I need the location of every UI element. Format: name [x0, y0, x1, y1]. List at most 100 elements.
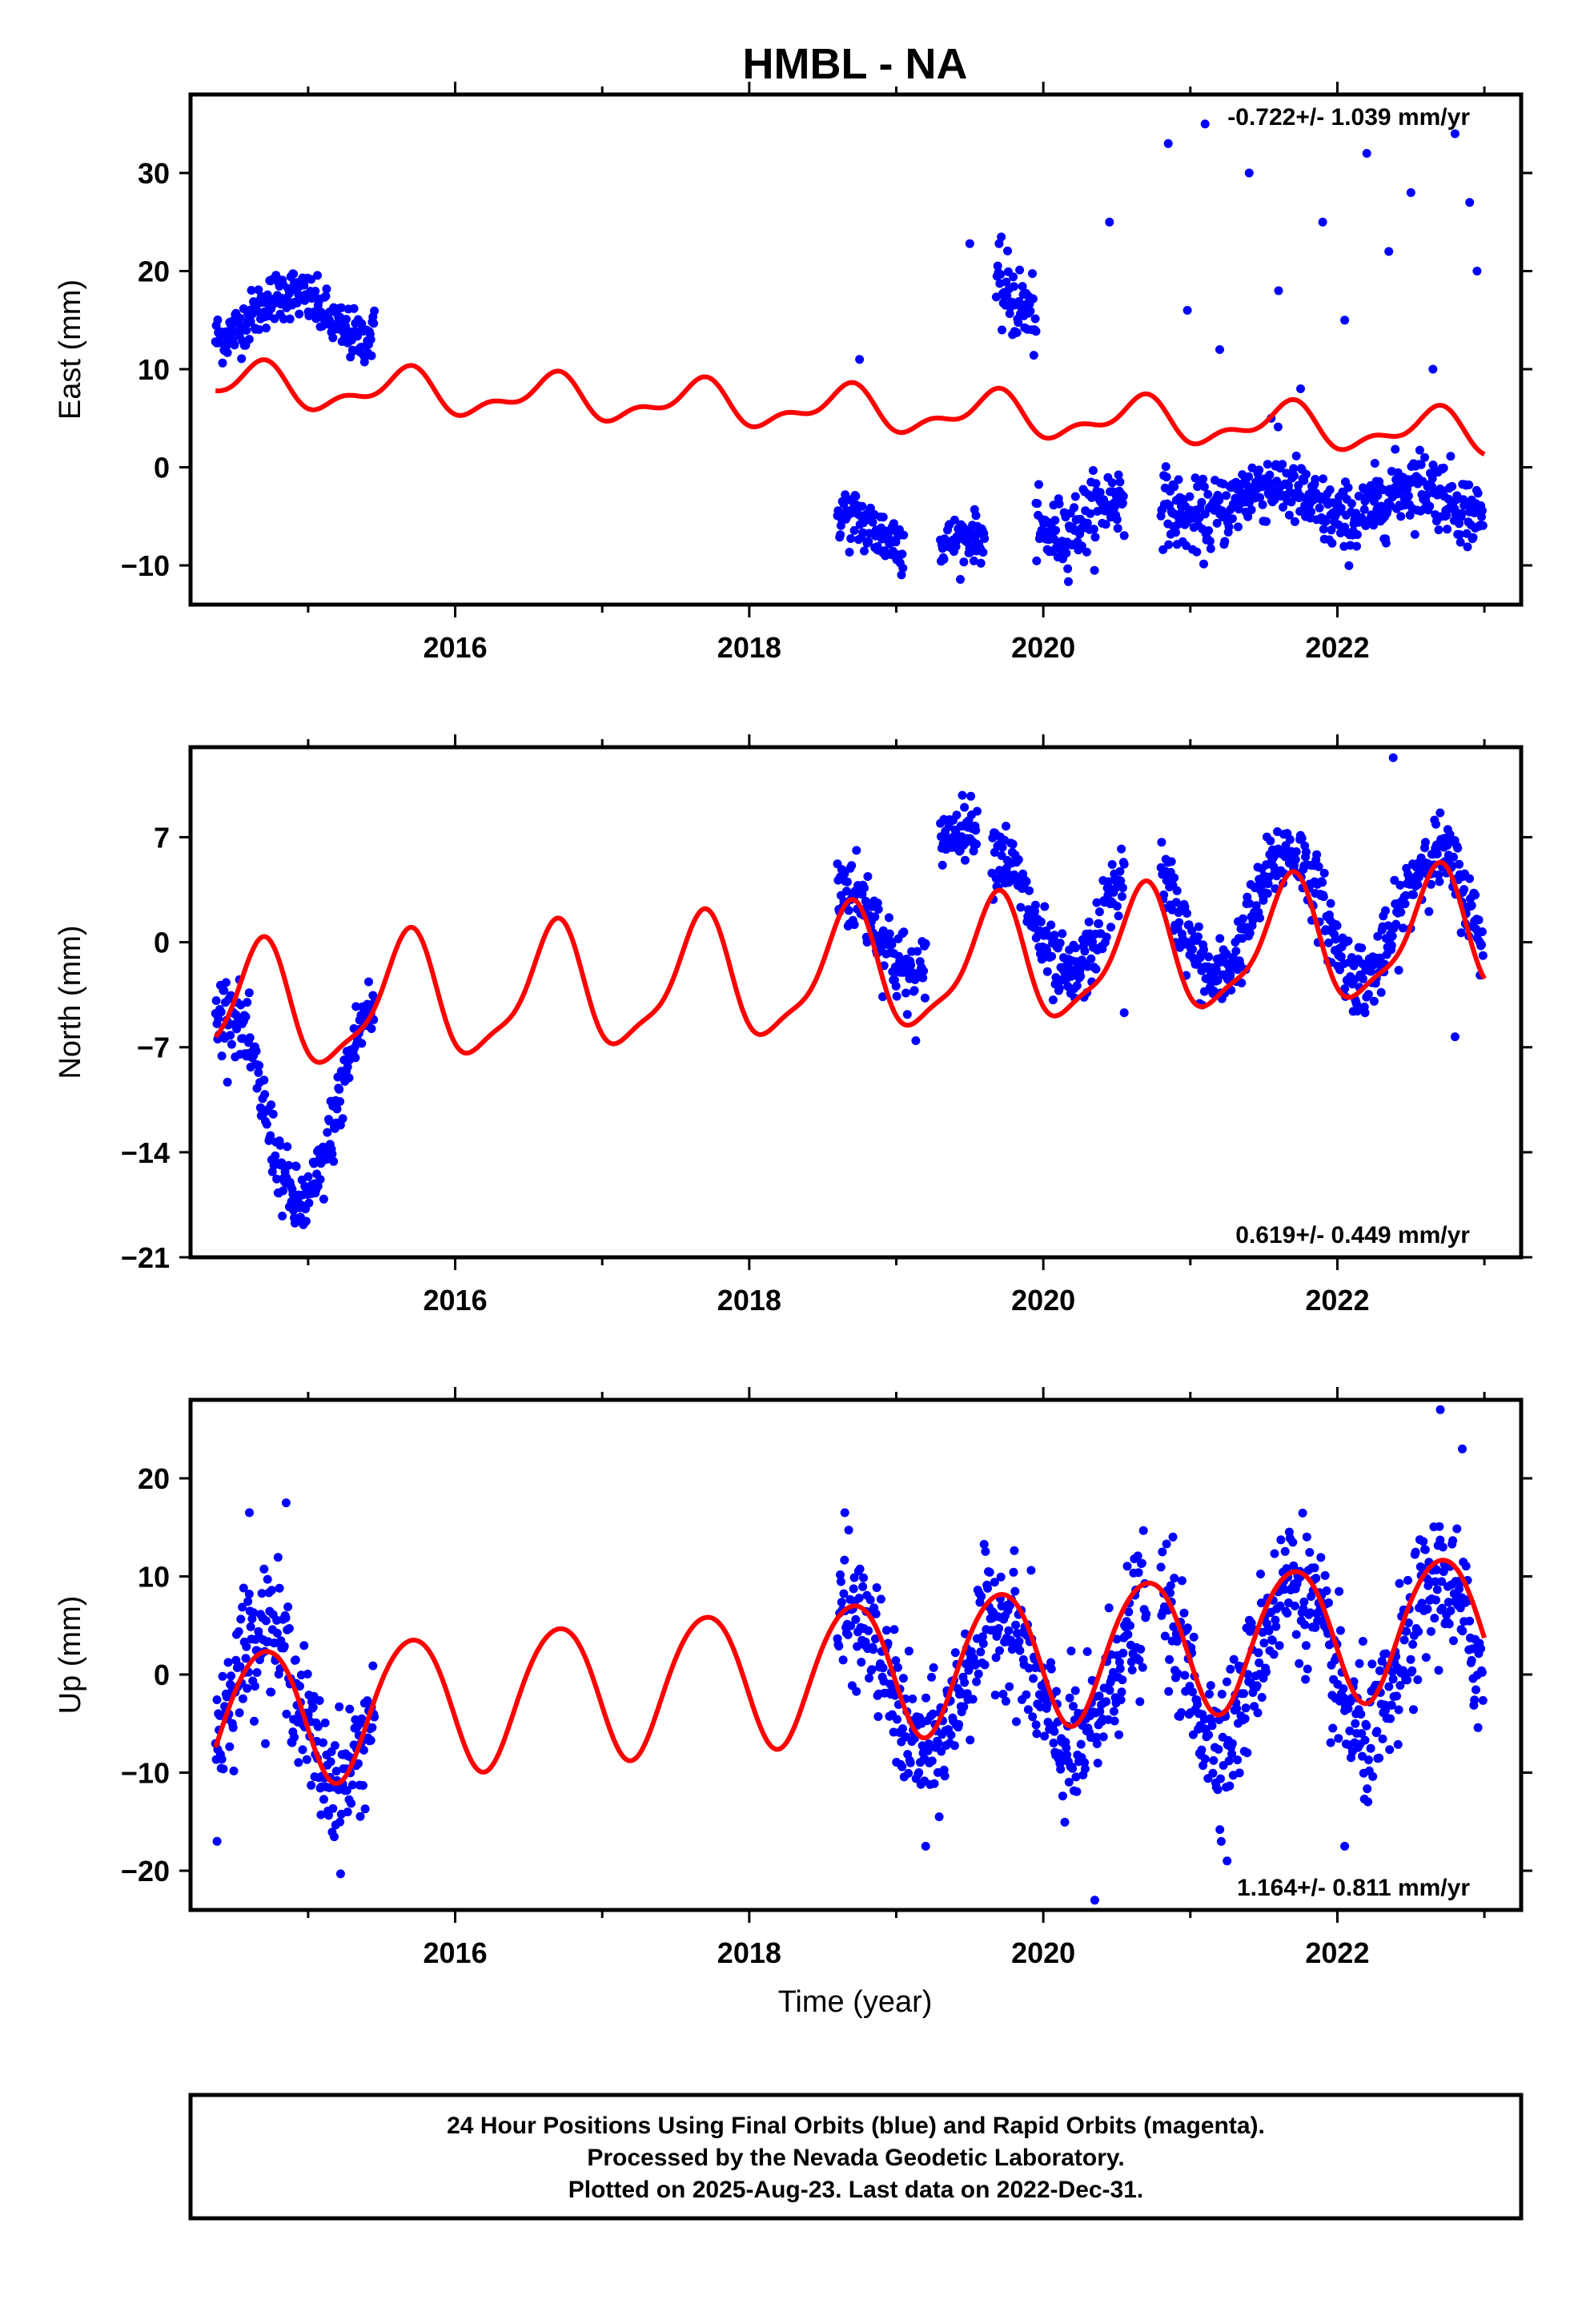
east-point: [1018, 282, 1027, 292]
up-point: [1180, 1671, 1190, 1680]
north-point: [1048, 995, 1058, 1005]
up-point: [360, 1804, 370, 1814]
up-point: [367, 1723, 377, 1732]
up-point: [1215, 1825, 1225, 1835]
up-point: [1015, 1646, 1025, 1655]
up-point: [320, 1718, 330, 1727]
north-point: [291, 1162, 301, 1172]
up-point: [1358, 1637, 1367, 1646]
up-point: [267, 1586, 276, 1595]
north-point: [1086, 954, 1096, 963]
up-point: [1224, 1756, 1234, 1766]
up-point: [1334, 1734, 1343, 1743]
east-x-tick-label: 2016: [424, 631, 488, 664]
east-point: [1415, 445, 1424, 455]
east-x-tick-label: 2018: [717, 631, 781, 664]
east-point: [1405, 510, 1415, 520]
north-point: [1174, 918, 1184, 927]
up-point: [1377, 1656, 1387, 1666]
north-point: [1118, 892, 1126, 901]
up-point: [1009, 1567, 1018, 1577]
north-point: [1115, 866, 1125, 876]
north-point: [1213, 975, 1223, 985]
up-point: [1254, 1648, 1263, 1658]
north-y-tick-label: −21: [121, 1241, 170, 1274]
east-point: [218, 358, 227, 368]
up-point: [1142, 1609, 1151, 1618]
north-point: [1332, 921, 1342, 931]
east-outlier-point: [1428, 364, 1438, 374]
east-point: [1051, 525, 1061, 535]
east-point: [1456, 537, 1465, 547]
east-point: [1174, 475, 1183, 485]
up-point: [1177, 1576, 1186, 1586]
east-point: [836, 530, 845, 540]
up-point: [1366, 1743, 1375, 1753]
north-point: [223, 1077, 232, 1087]
north-point: [315, 1175, 325, 1184]
up-outlier-point: [245, 1508, 254, 1518]
east-point: [328, 333, 338, 343]
up-point: [1204, 1731, 1214, 1739]
north-point: [283, 1142, 292, 1152]
north-point: [1204, 952, 1214, 962]
east-point: [1255, 493, 1265, 502]
up-point: [307, 1780, 316, 1790]
east-point: [1086, 509, 1095, 518]
north-point: [1245, 928, 1255, 938]
up-point: [1378, 1734, 1387, 1743]
east-point: [1206, 544, 1215, 553]
up-point: [1301, 1641, 1311, 1651]
north-point: [1046, 920, 1056, 930]
up-point: [246, 1622, 255, 1631]
north-point: [327, 1149, 337, 1159]
north-y-tick-label: 0: [154, 927, 170, 959]
east-point: [1255, 465, 1264, 475]
up-point: [889, 1625, 899, 1634]
up-point: [1311, 1574, 1321, 1583]
east-point: [1030, 314, 1040, 324]
north-point: [913, 947, 922, 956]
east-point: [1434, 525, 1443, 535]
east-point: [1161, 462, 1170, 472]
up-point: [972, 1677, 982, 1687]
north-point: [902, 1010, 912, 1019]
north-point: [1072, 981, 1082, 991]
up-point: [1250, 1702, 1259, 1711]
up-point: [283, 1602, 293, 1611]
up-point: [1207, 1721, 1217, 1731]
up-point: [974, 1669, 983, 1679]
north-point: [260, 1090, 270, 1100]
east-outlier-point: [1465, 198, 1475, 207]
up-point: [234, 1626, 243, 1636]
north-point: [1251, 901, 1261, 911]
east-point: [1291, 451, 1301, 460]
north-point: [211, 996, 221, 1005]
north-point: [1424, 907, 1434, 916]
east-outlier-point: [1244, 168, 1254, 178]
east-point: [1464, 480, 1474, 489]
east-point: [1089, 525, 1098, 534]
up-point: [1105, 1686, 1114, 1695]
up-point: [229, 1766, 239, 1775]
east-point: [1101, 520, 1110, 529]
east-point: [369, 319, 379, 328]
north-point: [226, 1031, 235, 1040]
east-point: [991, 292, 1001, 302]
up-point: [1395, 1681, 1405, 1691]
up-y-tick-label: −10: [121, 1757, 170, 1790]
up-point: [865, 1595, 875, 1605]
east-point: [1091, 479, 1101, 489]
up-y-tick-label: 10: [138, 1561, 170, 1594]
up-point: [836, 1570, 845, 1579]
north-point: [1319, 892, 1328, 902]
up-point: [249, 1608, 259, 1618]
north-point: [891, 981, 901, 991]
up-point: [1372, 1727, 1382, 1736]
up-point: [1421, 1653, 1431, 1663]
east-outlier-point: [1362, 149, 1371, 158]
north-point: [1357, 943, 1367, 953]
north-point: [1094, 907, 1104, 917]
up-point: [1270, 1549, 1279, 1558]
up-point: [1232, 1704, 1242, 1713]
